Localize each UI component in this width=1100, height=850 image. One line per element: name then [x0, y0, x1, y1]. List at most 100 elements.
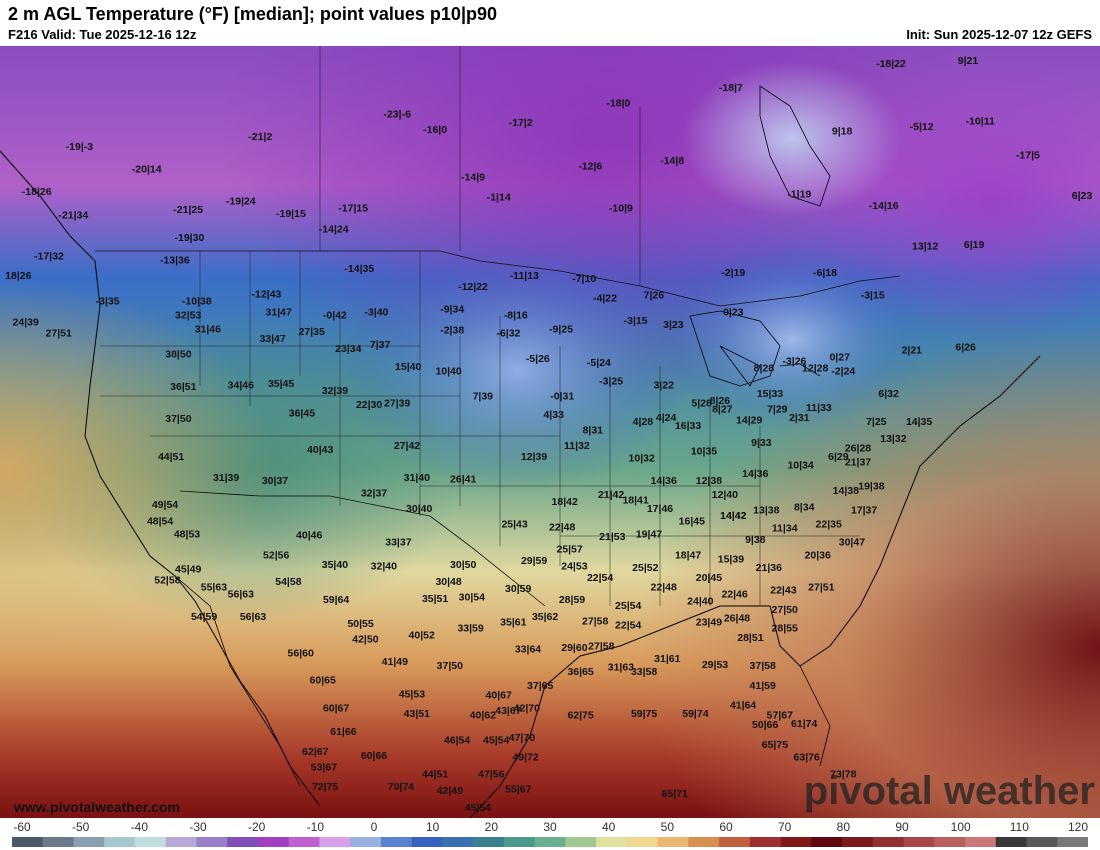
point-value: 4|28 [633, 416, 654, 428]
point-value: -17|15 [338, 203, 368, 215]
point-value: 37|50 [437, 660, 463, 672]
great-lakes-outline [689, 310, 821, 387]
point-value: 27|51 [808, 582, 834, 594]
point-value: 13|32 [880, 433, 906, 445]
point-value: 49|72 [512, 752, 538, 764]
point-value: -1|19 [787, 189, 811, 201]
point-value: -6|32 [496, 328, 520, 340]
point-value: 2|21 [902, 344, 923, 356]
point-value: -5|26 [526, 353, 550, 365]
point-value: -14|8 [660, 155, 684, 167]
point-value: -23|-6 [383, 109, 411, 121]
baja-coastline [174, 575, 301, 787]
point-value: 10|35 [691, 446, 717, 458]
colorbar-swatch [227, 837, 259, 847]
point-value: 63|76 [794, 752, 820, 764]
point-value: 56|60 [288, 648, 314, 660]
point-value: 42|50 [352, 634, 378, 646]
point-value: 23|34 [335, 343, 361, 355]
point-value: 43|67 [495, 705, 521, 717]
colorbar-tick-label: 70 [777, 820, 792, 834]
point-value: -13|36 [160, 255, 190, 267]
colorbar-swatch [319, 837, 351, 847]
point-value: 9|38 [745, 534, 766, 546]
point-value: -21|25 [173, 204, 203, 216]
point-value: 8|28 [754, 363, 775, 375]
point-value: 22|30 [356, 399, 382, 411]
point-value: 30|37 [262, 475, 288, 487]
map-title: 2 m AGL Temperature (°F) [median]; point… [8, 4, 497, 24]
point-value: 22|54 [615, 620, 641, 632]
colorbar-tick-label: 0 [370, 820, 378, 834]
point-value: 33|37 [385, 537, 411, 549]
point-value: 17|46 [647, 503, 673, 515]
point-value: 14|42 [720, 510, 746, 522]
point-value: 45|54 [465, 802, 491, 814]
point-value: 61|66 [330, 726, 356, 738]
point-value: 28|59 [559, 594, 585, 606]
point-value: 10|32 [629, 453, 655, 465]
point-value: 48|53 [174, 528, 200, 540]
point-value: 59|64 [323, 594, 349, 606]
point-value: 14|35 [906, 416, 932, 428]
point-value: -19|-3 [66, 141, 94, 153]
point-value: 31|47 [266, 307, 292, 319]
east-gulf-coastline [469, 355, 1041, 819]
point-value: 27|58 [582, 615, 608, 627]
point-value: 46|54 [444, 735, 470, 747]
init-time: Init: Sun 2025-12-07 12z GEFS [906, 27, 1092, 42]
point-value: 30|47 [839, 537, 865, 549]
province-borders [319, 46, 641, 286]
point-value: 35|62 [532, 611, 558, 623]
point-value: -3|25 [599, 375, 623, 387]
point-value: 48|54 [147, 516, 173, 528]
point-value: -2|24 [831, 366, 855, 378]
point-value: 12|38 [696, 475, 722, 487]
colorbar-tick-label: 20 [484, 820, 499, 834]
point-value: 56|63 [240, 611, 266, 623]
point-value: 70|74 [388, 781, 414, 793]
colorbar-swatch [42, 837, 75, 847]
point-value: -19|30 [175, 232, 205, 244]
point-value: 22|35 [816, 518, 842, 530]
point-value: 53|67 [311, 761, 337, 773]
colorbar-swatch [534, 837, 566, 847]
point-value: 33|59 [457, 622, 483, 634]
point-value: -18|26 [22, 186, 52, 198]
point-value: 41|49 [382, 656, 408, 668]
point-value: 44|51 [158, 451, 184, 463]
color-scale-legend: -60 -50 -40 -30 -20 -10 0 10 20 30 40 50 60 70 80 90 100… [0, 818, 1100, 850]
point-value: 52|58 [154, 575, 180, 587]
point-value: 14|42 [720, 510, 746, 522]
point-value: 40|46 [296, 530, 322, 542]
point-value: 33|64 [515, 643, 541, 655]
point-value: -18|0 [606, 97, 630, 109]
point-value: 52|56 [263, 549, 289, 561]
point-value: 12|28 [802, 363, 828, 375]
point-value: 26|28 [845, 443, 871, 455]
point-value: 29|60 [561, 642, 587, 654]
point-value: 14|29 [736, 415, 762, 427]
point-value: -3|26 [782, 356, 806, 368]
point-value: 26|48 [724, 613, 750, 625]
west-coastline [0, 150, 321, 807]
point-value: 45|54 [483, 735, 509, 747]
point-value: 24|40 [687, 596, 713, 608]
point-value: -12|43 [252, 288, 282, 300]
colorbar-swatch [12, 837, 44, 847]
point-value: -12|22 [458, 281, 488, 293]
point-value: 73|78 [830, 768, 856, 780]
point-value: 12|39 [521, 451, 547, 463]
point-value: 15|40 [395, 361, 421, 373]
point-value: 27|39 [384, 398, 410, 410]
colorbar-tick-label: 120 [1067, 820, 1089, 834]
point-value: 25|57 [556, 544, 582, 556]
point-value: 29|53 [702, 659, 728, 671]
point-value: -17|32 [34, 250, 64, 262]
point-value: 15|39 [718, 554, 744, 566]
point-value: 50|55 [347, 618, 373, 630]
colorbar-ticks: -60 -50 -40 -30 -20 -10 0 10 20 30 40 50 60 70 80 90 100… [0, 818, 1100, 836]
point-value: -11|13 [510, 270, 539, 282]
brand-logo: pivotal weather [804, 769, 1095, 813]
point-value: 3|22 [653, 380, 674, 392]
